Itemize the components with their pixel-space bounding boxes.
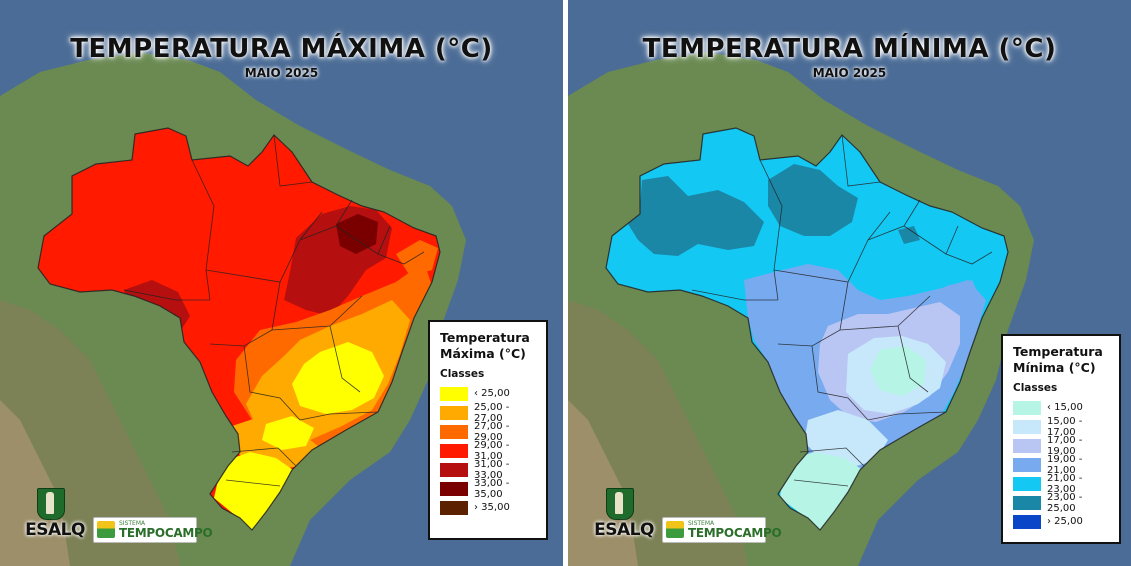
tempocampo-icon (666, 521, 684, 538)
legend-swatch (440, 462, 468, 477)
legend-label: 21,00 - 23,00 (1047, 472, 1083, 495)
tempocampo-wordmark: TEMPOCAMPO (119, 526, 213, 540)
legend-classes-label: Classes (440, 368, 485, 380)
legend-item: 21,00 - 23,00 (1013, 472, 1109, 495)
map-title: TEMPERATURA MÁXIMA (°C) (70, 34, 493, 64)
max-temperature-map (0, 0, 563, 566)
legend-title-line-1: Temperatura (1013, 344, 1103, 359)
legend-label: 27,00 - 29,00 (474, 420, 510, 443)
brazil-temperature-classes (37, 127, 441, 531)
legend: Temperatura Máxima (°C) Classes ‹ 25,00 2… (428, 320, 548, 540)
legend-classes-label: Classes (1013, 382, 1058, 394)
legend-item: 17,00 - 19,00 (1013, 434, 1109, 457)
tempocampo-wordmark: TEMPOCAMPO (688, 526, 782, 540)
map-subtitle: MAIO 2025 (812, 66, 887, 80)
legend-swatch (1013, 514, 1041, 529)
legend-label: 15,00 - 17,00 (1047, 415, 1083, 438)
legend-swatch (1013, 476, 1041, 491)
legend-label: 23,00 - 25,00 (1047, 491, 1083, 514)
legend-item: › 35,00 (440, 498, 536, 517)
tempocampo-logo: SISTEMA TEMPOCAMPO (93, 517, 213, 543)
min-temperature-map (568, 0, 1131, 566)
legend-label: 33,00 - 35,00 (474, 477, 510, 500)
legend: Temperatura Mínima (°C) Classes ‹ 15,00 1… (1001, 334, 1121, 544)
tempocampo-logo: SISTEMA TEMPOCAMPO (662, 517, 782, 543)
legend-item: 25,00 - 27,00 (440, 401, 536, 424)
legend-label: 19,00 - 21,00 (1047, 453, 1083, 476)
legend-item: 33,00 - 35,00 (440, 477, 536, 500)
legend-title-line-1: Temperatura (440, 330, 530, 345)
legend-swatch (440, 405, 468, 420)
legend-label: ‹ 25,00 (474, 388, 510, 399)
legend-label: ‹ 15,00 (1047, 402, 1083, 413)
min-temperature-map-panel: TEMPERATURA MÍNIMA (°C) MAIO 2025 Temper… (568, 0, 1131, 566)
desert-coast (0, 400, 70, 566)
esalq-logo: ESALQ (592, 488, 656, 544)
zone-33-35-north (336, 214, 378, 254)
legend-swatch (440, 481, 468, 496)
max-temperature-map-panel: TEMPERATURA MÁXIMA (°C) MAIO 2025 Temper… (0, 0, 563, 566)
legend-swatch (440, 443, 468, 458)
legend-swatch (1013, 457, 1041, 472)
legend-swatch (1013, 438, 1041, 453)
zone-23-25-north (768, 164, 858, 236)
tempocampo-small-text: SISTEMA (119, 520, 146, 527)
legend-label: 17,00 - 19,00 (1047, 434, 1083, 457)
zone-below-15-south (780, 452, 866, 530)
legend-swatch (1013, 400, 1041, 415)
tempocampo-small-text: SISTEMA (688, 520, 715, 527)
legend-items: ‹ 25,00 25,00 - 27,00 27,00 - 29,00 29,00 -… (440, 384, 536, 517)
legend-label: 25,00 - 27,00 (474, 401, 510, 424)
esalq-logo: ESALQ (23, 488, 87, 544)
legend-title-line-2: Mínima (°C) (1013, 360, 1096, 375)
state-borders (605, 127, 1009, 531)
statue-icon (46, 492, 54, 514)
legend-item: 15,00 - 17,00 (1013, 415, 1109, 438)
statue-icon (615, 492, 623, 514)
legend-label: 31,00 - 33,00 (474, 458, 510, 481)
legend-item: › 25,00 (1013, 512, 1109, 531)
map-subtitle: MAIO 2025 (244, 66, 319, 80)
legend-item: ‹ 15,00 (1013, 398, 1109, 417)
legend-label: › 25,00 (1047, 516, 1083, 527)
legend-swatch (440, 386, 468, 401)
legend-item: 19,00 - 21,00 (1013, 453, 1109, 476)
legend-label: 29,00 - 31,00 (474, 439, 510, 462)
zone-27-29-coast (396, 240, 438, 276)
legend-label: › 35,00 (474, 502, 510, 513)
legend-title: Temperatura Mínima (°C) (1013, 344, 1109, 376)
zone-15-17-south (804, 410, 888, 468)
zone-below-25-south (214, 452, 296, 530)
zone-23-25-patch (898, 226, 920, 244)
legend-swatch (1013, 419, 1041, 434)
legend-items: ‹ 15,00 15,00 - 17,00 17,00 - 19,00 19,00 -… (1013, 398, 1109, 531)
zone-below-25-southeast (292, 342, 384, 414)
legend-swatch (1013, 495, 1041, 510)
legend-item: 29,00 - 31,00 (440, 439, 536, 462)
tempocampo-icon (97, 521, 115, 538)
desert-coast (568, 400, 638, 566)
legend-title-line-2: Máxima (°C) (440, 346, 526, 361)
legend-item: 23,00 - 25,00 (1013, 491, 1109, 514)
state-borders (37, 127, 441, 531)
legend-swatch (440, 500, 468, 515)
legend-item: ‹ 25,00 (440, 384, 536, 403)
legend-item: 27,00 - 29,00 (440, 420, 536, 443)
map-title: TEMPERATURA MÍNIMA (°C) (642, 34, 1057, 64)
zone-below-25-mountains (262, 416, 314, 450)
esalq-wordmark: ESALQ (594, 520, 654, 540)
brazil-temperature-classes (605, 127, 1009, 531)
zone-19-21-northeast (946, 280, 980, 306)
esalq-wordmark: ESALQ (25, 520, 85, 540)
zone-23-25-northwest (628, 176, 764, 256)
zone-below-15-mountains (870, 346, 926, 396)
legend-item: 31,00 - 33,00 (440, 458, 536, 481)
legend-swatch (440, 424, 468, 439)
legend-title: Temperatura Máxima (°C) (440, 330, 536, 362)
